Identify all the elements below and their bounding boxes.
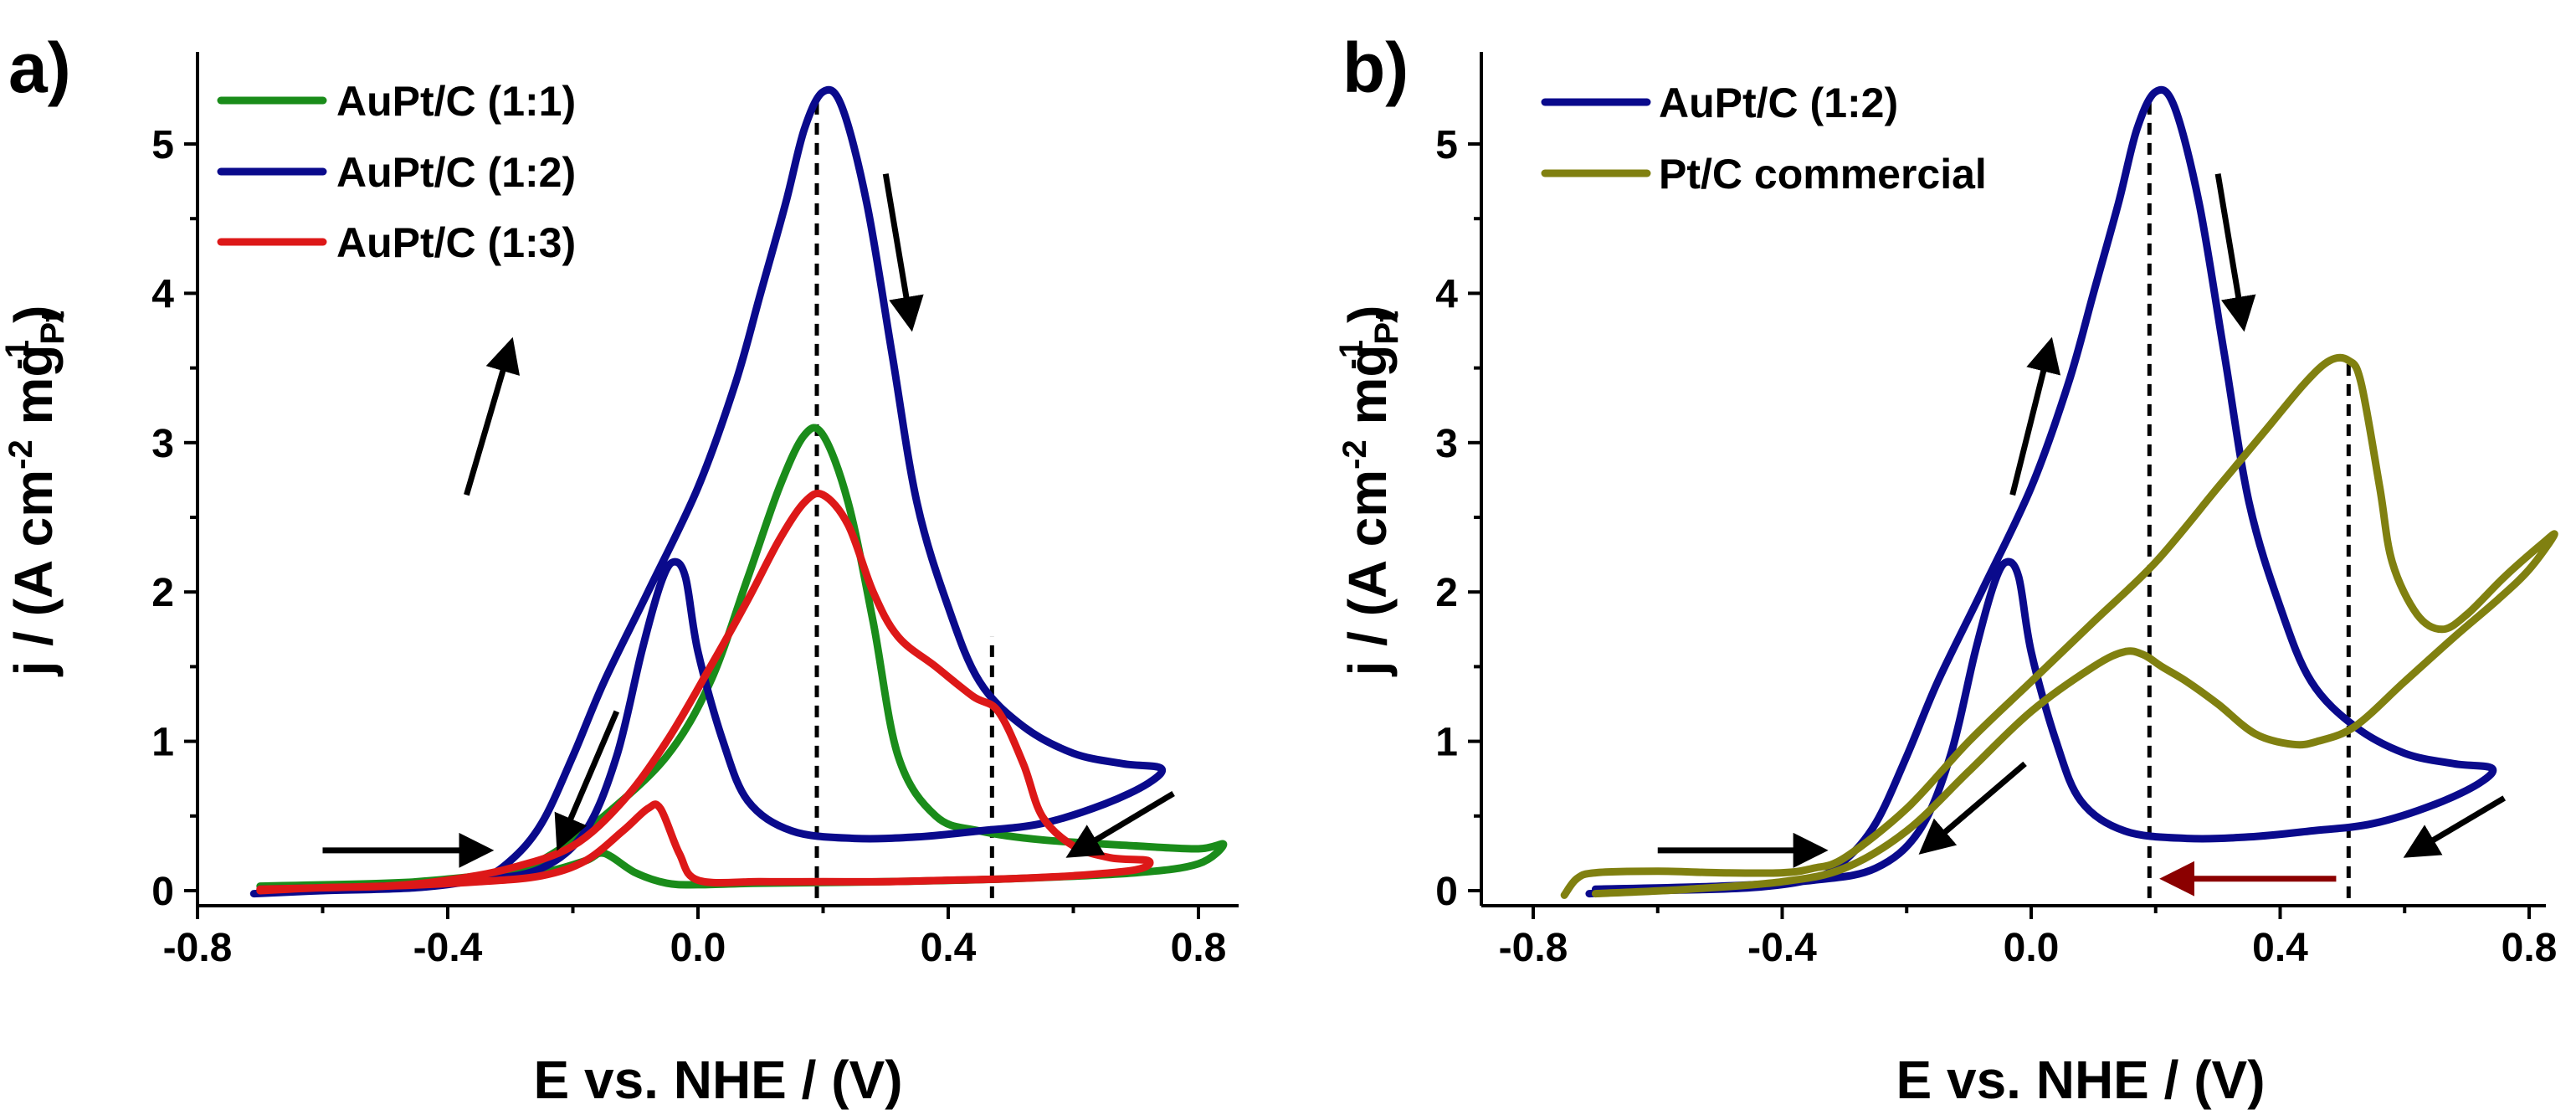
y-tick-label: 1 [1435, 721, 1458, 765]
series-line-2 [1560, 353, 2558, 899]
x-tick-label: -0.4 [413, 926, 483, 970]
series-line-2 [249, 85, 1166, 898]
svg-text:j / (A cm-2 mgPt-1): j / (A cm-2 mgPt-1) [0, 306, 71, 677]
x-tick-label: -0.4 [1747, 926, 1817, 970]
panel-b-x-axis-title: E vs. NHE / (V) [1896, 1050, 2266, 1110]
direction-arrow [1065, 791, 1175, 858]
y-tick-label: 5 [1435, 123, 1458, 167]
y-tick-label: 4 [1435, 272, 1458, 316]
x-tick-label: 0.8 [1171, 926, 1227, 970]
direction-arrow [2403, 795, 2507, 858]
y-tick-label: 2 [151, 571, 174, 615]
panel-a-label: a) [8, 28, 71, 107]
y-tick-label: 3 [151, 422, 174, 466]
panel-b-plot: -0.8 -0.4 0.0 0.4 0.8 0 1 2 3 4 5 AuPt/C (1:2) Pt/… [1435, 52, 2558, 970]
x-tick-label: -0.8 [1499, 926, 1568, 970]
direction-arrow [464, 337, 521, 496]
y-tick-label: 3 [1435, 422, 1458, 466]
y-tick-label: 1 [151, 721, 174, 765]
series-line-1 [1585, 85, 2497, 898]
panel-b-y-axis-title: j / (A cm-2 mgPt-1) [1333, 306, 1405, 677]
legend-label-2-1: AuPt/C (1:2) [1659, 80, 1898, 126]
x-tick-label: 0.8 [2502, 926, 2558, 970]
legend-label-1-1: AuPt/C (1:1) [336, 78, 576, 125]
svg-text:j / (A cm-2 mgPt-1): j / (A cm-2 mgPt-1) [1333, 306, 1405, 677]
x-tick-label: 0.4 [2252, 926, 2308, 970]
y-tick-label: 5 [151, 123, 174, 167]
x-tick-label: 0.4 [921, 926, 977, 970]
panel-b-label: b) [1342, 28, 1409, 107]
y-tick-label: 0 [151, 870, 174, 914]
panel-a-plot: -0.8 -0.4 0.0 0.4 0.8 0 1 2 3 4 5 AuPt/C (1:1) AuP… [151, 52, 1239, 970]
legend-label-1-3: AuPt/C (1:3) [336, 219, 576, 266]
y-tick-label: 0 [1435, 870, 1458, 914]
y-tick-label: 2 [1435, 571, 1458, 615]
panel-a: a) j / (A cm-2 mgPt-1) E vs. NHE / (V) -… [0, 28, 1239, 1110]
direction-arrow [882, 173, 924, 332]
legend-label-1-2: AuPt/C (1:2) [336, 149, 576, 196]
x-tick-label: 0.0 [670, 926, 726, 970]
x-tick-label: 0.0 [2004, 926, 2060, 970]
panel-a-legend: AuPt/C (1:1) AuPt/C (1:2) AuPt/C (1:3) [217, 78, 576, 266]
direction-arrow [2214, 173, 2256, 332]
x-tick-label: -0.8 [163, 926, 233, 970]
legend-label-2-2: Pt/C commercial [1659, 151, 1987, 198]
direction-arrow [2009, 337, 2061, 496]
series-line-1 [256, 424, 1228, 895]
panel-a-y-axis-title: j / (A cm-2 mgPt-1) [0, 306, 71, 677]
y-tick-label: 4 [151, 272, 174, 316]
panel-b-legend: AuPt/C (1:2) Pt/C commercial [1541, 80, 1987, 198]
direction-arrow [1918, 761, 2027, 855]
series-line-3 [256, 490, 1154, 895]
panel-a-x-axis-title: E vs. NHE / (V) [534, 1050, 903, 1110]
direction-arrow [554, 710, 620, 851]
panel-b: b) j / (A cm-2 mgPt-1) E vs. NHE / (V) -… [1333, 28, 2558, 1110]
